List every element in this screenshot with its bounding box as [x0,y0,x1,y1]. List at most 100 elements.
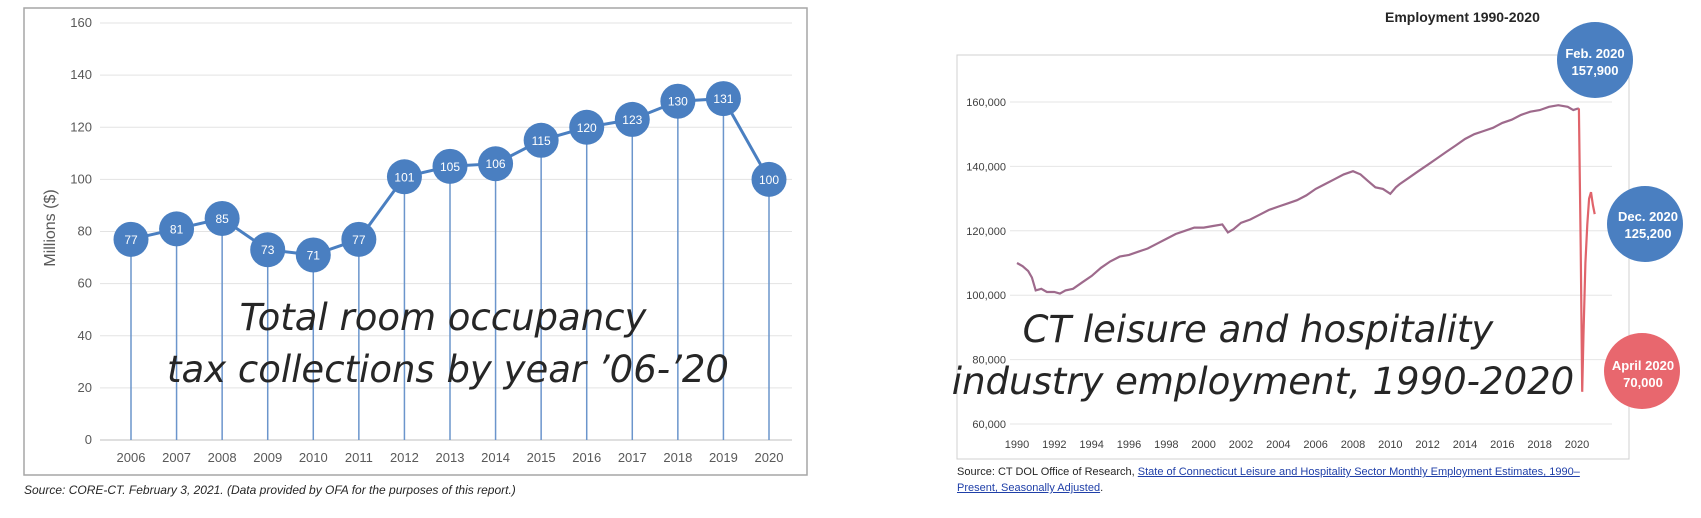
left-data-label: 100 [759,173,779,187]
annotation-april-2020-label: April 2020 [1612,358,1674,373]
right-x-tick: 1992 [1042,439,1066,451]
left-data-point [341,221,377,257]
left-y-axis-label: Millions ($) [42,189,59,266]
left-x-tick: 2019 [709,450,738,465]
left-data-point [386,159,422,195]
right-x-tick: 1994 [1079,439,1103,451]
left-y-tick: 140 [70,67,92,82]
annotation-dec-2020-value: 125,200 [1625,226,1672,241]
right-chart-source: Source: CT DOL Office of Research, State… [957,464,1617,496]
left-data-label: 101 [394,170,414,184]
left-data-label: 73 [261,243,275,257]
right-x-tick: 2018 [1527,439,1551,451]
annotation-april-2020-value: 70,000 [1623,375,1663,390]
right-chart-title-line-2: industry employment, 1990-2020 [952,360,1574,403]
left-data-point [751,161,787,197]
partial-header-text: Employment 1990-2020 [1385,9,1540,25]
right-x-tick: 2000 [1191,439,1215,451]
right-series-line-pre [1016,104,1580,295]
right-x-tick: 2006 [1303,439,1327,451]
left-x-tick: 2008 [208,450,237,465]
left-data-label: 85 [215,212,229,226]
left-data-point [660,83,696,119]
left-data-label: 106 [486,157,506,171]
left-data-point [705,81,741,117]
left-x-tick: 2012 [390,450,419,465]
left-y-tick-labels: 0 20 40 60 80 100 120 140 160 [70,15,92,447]
left-data-point [250,232,286,268]
right-y-tick: 160,000 [966,97,1006,109]
right-x-tick: 1990 [1005,439,1029,451]
right-source-prefix: Source: CT DOL Office of Research, [957,466,1138,478]
annotation-feb-2020-label: Feb. 2020 [1565,46,1624,61]
left-data-point [204,200,240,236]
employment-chart: Employment 1990-2020 60,000 80,000 100,000… [952,9,1683,460]
left-y-tick: 100 [70,171,92,186]
left-data-label: 131 [713,92,733,106]
left-chart-title-line-2: tax collections by year ’06-’20 [167,348,729,391]
left-y-tick: 120 [70,119,92,134]
left-data-points: 77 81 85 73 71 77 101 105 106 115 120 123 130 131 100 [113,81,787,273]
left-data-label: 115 [532,134,551,148]
left-x-tick: 2010 [299,450,328,465]
left-x-tick: 2011 [345,450,373,465]
left-x-tick: 2018 [663,450,692,465]
left-x-tick: 2015 [527,450,556,465]
annotation-feb-2020-value: 157,900 [1572,63,1619,78]
left-data-label: 81 [170,222,184,236]
left-data-label: 71 [307,248,321,262]
annotation-dec-2020: Dec. 2020 125,200 [1607,186,1683,262]
right-x-tick-labels: 1990 1992 1994 1996 1998 2000 2002 2004 2006 2008… [1005,439,1589,451]
left-data-point [523,122,559,158]
left-y-tick: 160 [70,15,92,30]
left-data-label: 77 [124,233,138,247]
right-y-tick: 80,000 [972,355,1006,367]
left-data-label: 123 [622,113,642,127]
right-x-tick: 2008 [1341,439,1365,451]
right-x-tick: 2002 [1229,439,1253,451]
right-x-tick: 1998 [1154,439,1178,451]
left-data-point [295,237,331,273]
right-x-tick: 2010 [1378,439,1402,451]
left-data-label: 130 [668,95,688,109]
left-chart-title-line-1: Total room occupancy [240,296,648,339]
right-y-tick: 120,000 [966,226,1006,238]
right-x-tick: 2012 [1415,439,1439,451]
left-data-point [478,146,514,182]
left-y-tick: 0 [85,432,92,447]
left-x-tick: 2017 [618,450,647,465]
right-x-tick: 1996 [1117,439,1141,451]
left-y-tick: 60 [78,276,92,291]
annotation-dec-2020-label: Dec. 2020 [1618,209,1678,224]
left-data-label: 77 [352,233,366,247]
right-x-tick: 2020 [1565,439,1589,451]
left-data-point [432,148,468,184]
right-gridlines [1010,101,1612,425]
left-y-tick: 80 [78,224,92,239]
left-x-tick: 2016 [572,450,601,465]
left-x-tick: 2006 [117,450,146,465]
left-chart-source: Source: CORE-CT. February 3, 2021. (Data… [24,483,516,497]
left-x-tick-labels: 2006 2007 2008 2009 2010 2011 2012 2013 2014 2015… [117,450,784,465]
left-data-point [113,221,149,257]
right-series-line-post [1577,108,1596,392]
left-x-tick: 2020 [755,450,784,465]
right-chart-frame [956,54,1630,460]
left-data-label: 120 [577,121,597,135]
right-x-tick: 2014 [1453,439,1477,451]
right-source-suffix: . [1100,482,1104,494]
left-data-label: 105 [440,160,460,174]
left-x-tick: 2014 [481,450,510,465]
left-x-tick: 2013 [436,450,465,465]
annotation-bubble-april-2020 [1604,333,1680,409]
left-drop-lines [130,98,770,440]
annotation-bubble-feb-2020 [1557,22,1633,98]
left-x-tick: 2009 [253,450,282,465]
right-y-tick: 60,000 [972,419,1006,431]
right-x-tick: 2004 [1266,439,1290,451]
annotation-feb-2020: Feb. 2020 157,900 [1557,22,1633,98]
left-data-point [569,109,605,145]
right-source-link[interactable]: State of Connecticut Leisure and Hospita… [957,466,1580,494]
